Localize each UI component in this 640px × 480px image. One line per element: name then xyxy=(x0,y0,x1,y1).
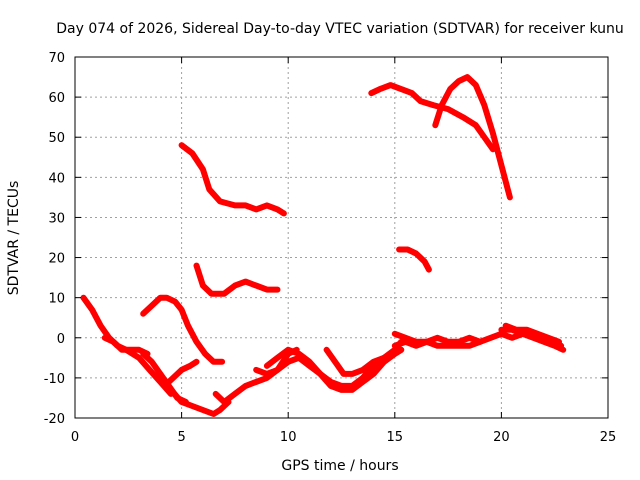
series-arc-9 xyxy=(263,346,405,393)
series-layer xyxy=(80,74,567,417)
y-tick-label: 0 xyxy=(57,332,65,347)
x-tick-label: 15 xyxy=(387,430,404,445)
series-arc-7 xyxy=(212,346,300,405)
series-arc-14 xyxy=(432,74,513,201)
series-arc-12 xyxy=(193,262,281,297)
series-arc-13 xyxy=(368,82,496,153)
y-tick-label: -10 xyxy=(44,372,65,387)
y-tick-label: -20 xyxy=(44,412,65,427)
x-tick-label: 20 xyxy=(493,430,510,445)
y-tick-label: 20 xyxy=(48,252,65,267)
x-tick-label: 25 xyxy=(600,430,617,445)
x-tick-label: 10 xyxy=(280,430,297,445)
x-axis-label: GPS time / hours xyxy=(281,458,398,474)
chart-title: Day 074 of 2026, Sidereal Day-to-day VTE… xyxy=(56,21,624,37)
x-tick-label: 5 xyxy=(177,430,185,445)
series-arc-11 xyxy=(178,142,287,217)
series-arc-19 xyxy=(498,330,567,353)
y-axis-label: SDTVAR / TECUs xyxy=(6,181,22,296)
y-tick-label: 30 xyxy=(48,211,65,226)
y-tick-label: 50 xyxy=(48,131,65,146)
series-arc-5 xyxy=(161,358,200,389)
y-tick-label: 70 xyxy=(48,51,65,66)
grid-layer xyxy=(75,57,608,418)
y-tick-label: 60 xyxy=(48,91,65,106)
series-arc-10 xyxy=(323,346,405,377)
series-arc-3 xyxy=(140,294,226,365)
x-tick-label: 0 xyxy=(71,430,79,445)
tick-layer: 0 5 10 15 20 25 -20 -10 0 10 20 30 40 50 60 70 xyxy=(44,51,617,445)
y-tick-label: 40 xyxy=(48,171,65,186)
series-arc-20 xyxy=(502,322,562,345)
series-arc-2 xyxy=(101,334,151,357)
series-arc-16 xyxy=(391,330,505,349)
y-tick-label: 10 xyxy=(48,292,65,307)
series-arc-17 xyxy=(391,334,484,349)
series-arc-15 xyxy=(396,246,432,273)
plot-frame xyxy=(74,56,609,419)
series-arc-6 xyxy=(167,386,232,417)
